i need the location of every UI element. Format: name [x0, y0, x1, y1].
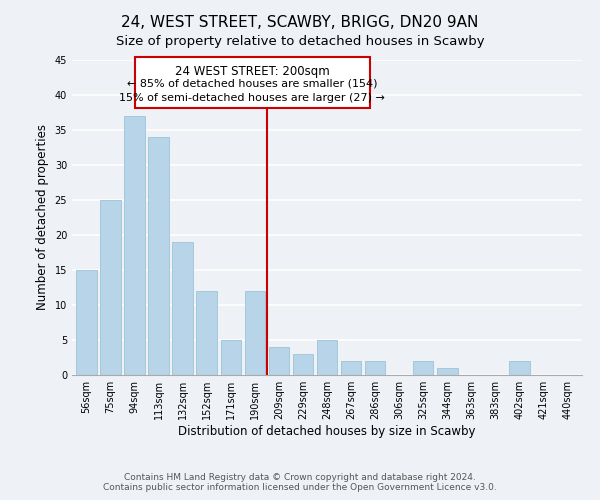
Bar — [341, 361, 361, 375]
Bar — [269, 347, 289, 375]
Y-axis label: Number of detached properties: Number of detached properties — [36, 124, 49, 310]
Text: 24 WEST STREET: 200sqm: 24 WEST STREET: 200sqm — [175, 65, 330, 78]
Text: Contains HM Land Registry data © Crown copyright and database right 2024.
Contai: Contains HM Land Registry data © Crown c… — [103, 473, 497, 492]
Bar — [221, 340, 241, 375]
Bar — [365, 361, 385, 375]
Bar — [437, 368, 458, 375]
Bar — [413, 361, 433, 375]
Bar — [245, 291, 265, 375]
Bar — [317, 340, 337, 375]
Bar — [124, 116, 145, 375]
Bar — [293, 354, 313, 375]
Text: 24, WEST STREET, SCAWBY, BRIGG, DN20 9AN: 24, WEST STREET, SCAWBY, BRIGG, DN20 9AN — [121, 15, 479, 30]
Text: 15% of semi-detached houses are larger (27) →: 15% of semi-detached houses are larger (… — [119, 93, 385, 103]
Bar — [196, 291, 217, 375]
Bar — [100, 200, 121, 375]
Bar — [509, 361, 530, 375]
Bar — [172, 242, 193, 375]
Bar — [148, 137, 169, 375]
X-axis label: Distribution of detached houses by size in Scawby: Distribution of detached houses by size … — [178, 425, 476, 438]
Text: Size of property relative to detached houses in Scawby: Size of property relative to detached ho… — [116, 35, 484, 48]
FancyBboxPatch shape — [134, 56, 370, 108]
Bar — [76, 270, 97, 375]
Text: ← 85% of detached houses are smaller (154): ← 85% of detached houses are smaller (15… — [127, 79, 377, 89]
